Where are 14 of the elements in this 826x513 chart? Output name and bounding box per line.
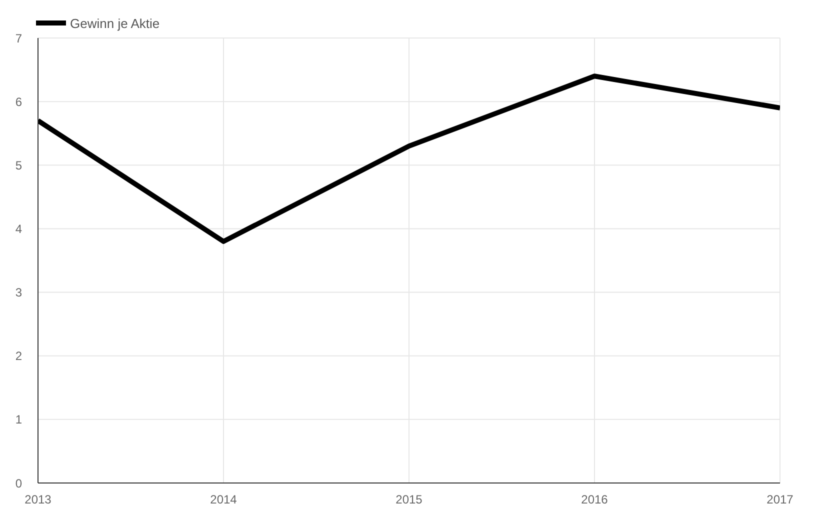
x-tick-label: 2015 [396,492,423,507]
y-tick-label: 1 [15,412,22,427]
y-tick-label: 0 [15,476,22,490]
y-tick-label: 5 [15,158,22,172]
y-tick-label: 6 [15,94,22,109]
y-tick-label: 2 [15,349,22,364]
legend-label: Gewinn je Aktie [70,16,160,30]
x-tick-label: 2014 [210,492,238,507]
y-tick-label: 3 [15,286,22,300]
x-tick-label: 2013 [24,492,52,507]
y-tick-label: 4 [15,222,22,236]
x-tick-label: 2016 [581,492,608,507]
y-tick-label: 7 [15,31,22,46]
x-tick-label: 2017 [766,492,794,507]
